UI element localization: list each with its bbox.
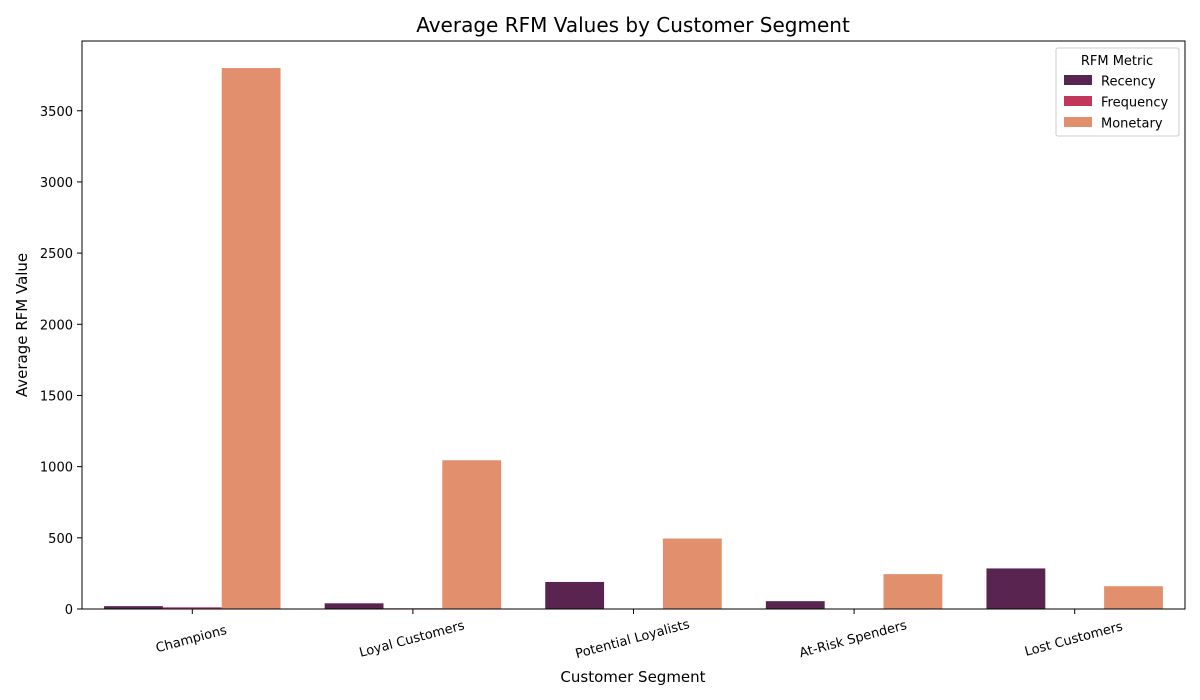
y-tick-label-4: 2000	[40, 318, 73, 333]
legend-frame	[1055, 47, 1180, 137]
legend-swatch-recency	[1064, 75, 1092, 85]
x-tick-label-1: Loyal Customers	[358, 618, 467, 661]
bar-monetary-3	[883, 574, 943, 609]
y-tick-label-1: 500	[48, 532, 73, 547]
bar-monetary-2	[662, 538, 722, 609]
bar-recency-2	[545, 581, 605, 609]
legend-title: RFM Metric	[1081, 54, 1153, 69]
bar-recency-1	[324, 603, 384, 609]
y-tick-label-5: 2500	[40, 247, 73, 262]
y-axis-ticks: 0 500 1000 1500 2000 2500 3000 3500	[40, 105, 82, 618]
x-axis-label: Customer Segment	[560, 668, 705, 686]
legend-swatch-monetary	[1064, 117, 1092, 127]
y-tick-label-2: 1000	[40, 461, 73, 476]
x-tick-label-2: Potential Loyalists	[574, 617, 692, 662]
y-axis-label: Average RFM Value	[13, 253, 31, 397]
bar-monetary-1	[442, 460, 502, 609]
y-tick-label-6: 3000	[40, 176, 73, 191]
x-axis-ticks: Champions Loyal Customers Potential Loyali…	[154, 609, 1125, 662]
legend-label-frequency: Frequency	[1101, 96, 1168, 111]
y-tick-label-7: 3500	[40, 105, 73, 120]
legend-items: Recency Frequency Monetary	[1064, 75, 1168, 132]
bar-recency-4	[986, 568, 1046, 609]
x-tick-label-4: Lost Customers	[1023, 619, 1125, 660]
legend-label-recency: Recency	[1101, 75, 1156, 90]
x-tick-label-3: At-Risk Spenders	[798, 618, 909, 661]
bar-monetary-0	[221, 68, 281, 610]
legend: RFM Metric Recency Frequency Monetary	[1055, 47, 1180, 137]
bar-monetary-4	[1104, 586, 1163, 609]
y-tick-label-3: 1500	[40, 389, 73, 404]
legend-label-monetary: Monetary	[1101, 117, 1163, 132]
bar-recency-0	[104, 606, 163, 609]
bar-frequency-0	[162, 607, 222, 609]
bar-recency-3	[765, 601, 825, 609]
bars	[104, 68, 1163, 610]
y-tick-label-0: 0	[65, 603, 73, 618]
x-tick-label-0: Champions	[154, 623, 228, 656]
chart-title: Average RFM Values by Customer Segment	[416, 13, 850, 37]
legend-swatch-frequency	[1064, 96, 1092, 106]
